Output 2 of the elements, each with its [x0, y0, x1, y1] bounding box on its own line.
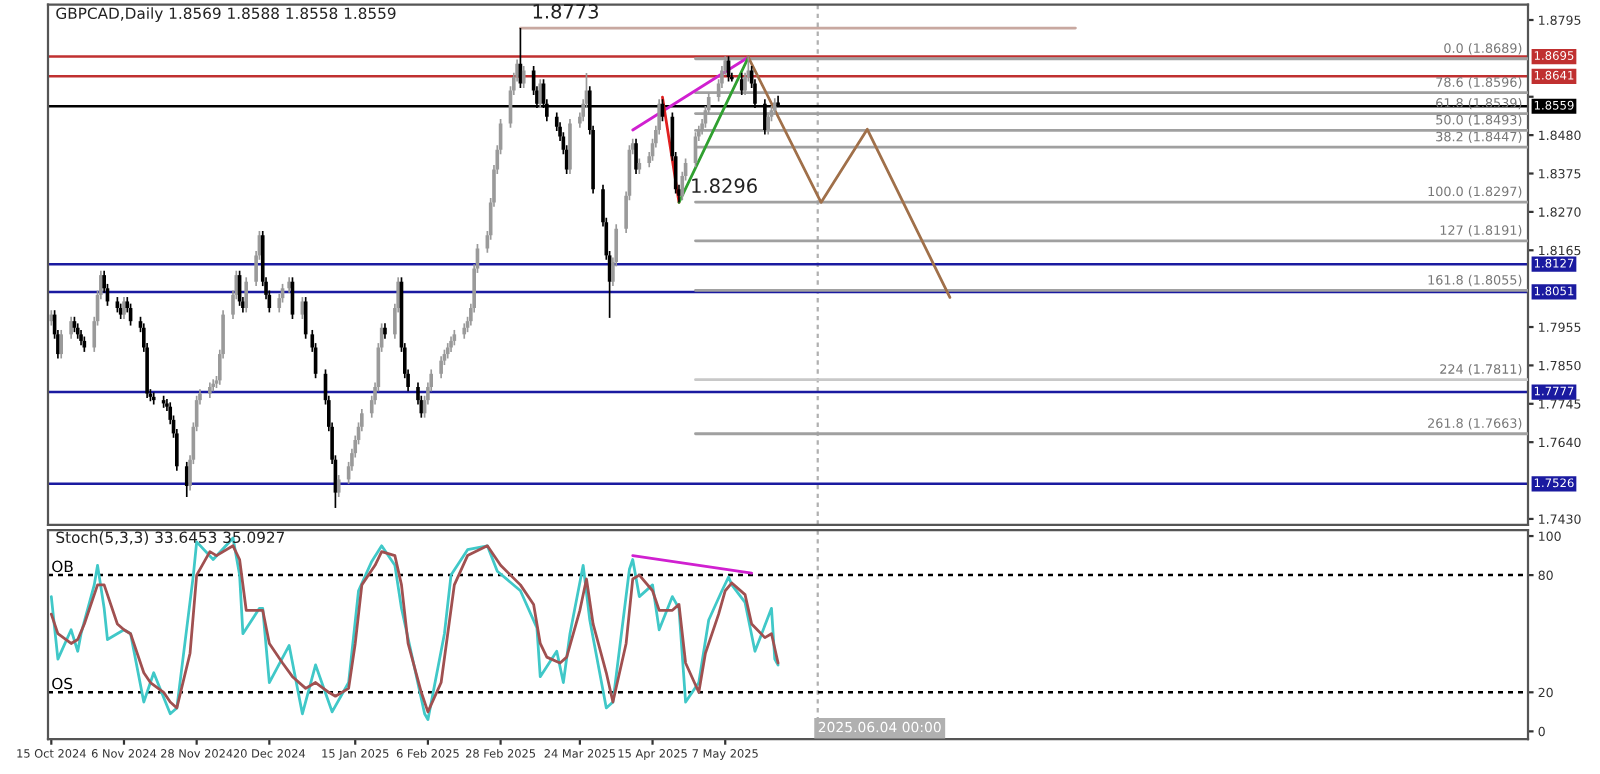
annotation: 1.8296: [692, 178, 757, 194]
annotation: 1.8773: [533, 4, 598, 19]
